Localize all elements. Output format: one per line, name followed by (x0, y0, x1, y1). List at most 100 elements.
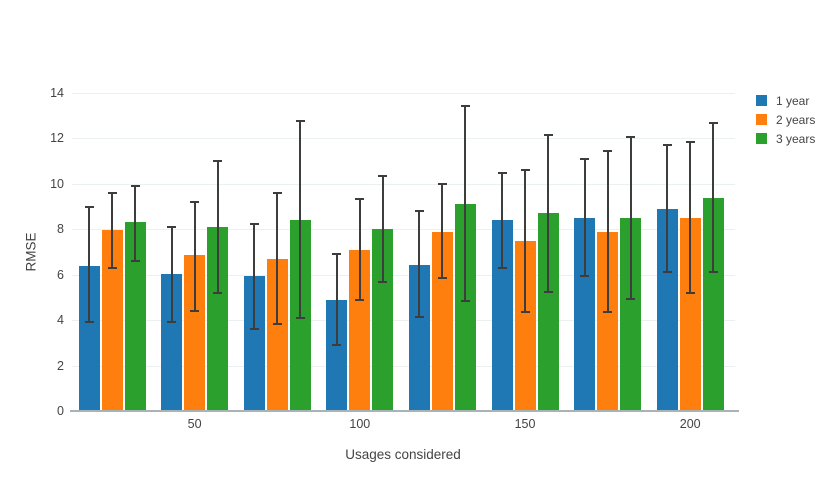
error-bar-cap-bottom (213, 291, 223, 294)
legend-swatch (756, 114, 767, 125)
error-bar-cap-bottom (84, 321, 94, 324)
error-bar-cap-top (130, 185, 140, 188)
error-bar-cap-bottom (378, 280, 388, 283)
error-bar-cap-bottom (332, 344, 342, 347)
bar[interactable] (372, 229, 394, 411)
y-tick-label: 6 (57, 267, 64, 282)
bar[interactable] (574, 217, 596, 411)
error-bar-cap-top (190, 201, 200, 204)
y-axis-title: RMSE (23, 232, 39, 272)
gridline (72, 320, 735, 322)
bar[interactable] (454, 204, 476, 411)
bar[interactable] (408, 264, 430, 411)
bar[interactable] (161, 273, 183, 411)
bar[interactable] (679, 217, 701, 411)
error-bar (216, 161, 219, 293)
error-bar (629, 137, 632, 299)
bar[interactable] (124, 222, 146, 411)
error-bar-cap-top (167, 226, 177, 229)
error-bar-cap-top (355, 197, 365, 200)
bar[interactable] (243, 275, 265, 411)
error-bar-cap-top (272, 191, 282, 194)
error-bar (418, 211, 421, 317)
error-bar-cap-top (107, 191, 117, 194)
bar[interactable] (537, 213, 559, 411)
error-bar (381, 175, 384, 282)
error-bar-cap-bottom (190, 310, 200, 313)
error-bar-cap-top (437, 182, 447, 185)
bar[interactable] (431, 231, 453, 411)
error-bar (547, 135, 549, 292)
error-bar-cap-top (580, 157, 590, 160)
error-bar (358, 198, 361, 300)
x-axis-line (70, 410, 739, 412)
bar[interactable] (184, 255, 206, 411)
gridline (72, 138, 735, 140)
error-bar-cap-top (543, 134, 553, 137)
legend-item-2-years[interactable]: 2 years (756, 110, 815, 129)
gridline (72, 93, 735, 94)
error-bar (441, 183, 444, 279)
x-tick-label: 50 (187, 417, 202, 431)
error-bar-cap-top (213, 160, 223, 163)
bar[interactable] (514, 240, 536, 411)
bar[interactable] (491, 220, 513, 411)
error-bar-cap-top (84, 205, 94, 208)
error-bar (335, 254, 338, 346)
gridline (72, 365, 735, 367)
error-bar (170, 227, 173, 323)
y-tick-label: 14 (50, 86, 64, 100)
error-bar-cap-top (460, 104, 470, 107)
y-tick-label: 8 (57, 222, 64, 237)
error-bar-cap-top (520, 169, 530, 172)
bar[interactable] (326, 299, 348, 411)
error-bar-cap-top (685, 140, 695, 143)
bar[interactable] (101, 230, 123, 411)
error-bar-cap-bottom (107, 266, 117, 269)
x-tick-label: 150 (514, 417, 536, 431)
bar[interactable] (620, 217, 642, 411)
error-bar-cap-top (708, 121, 718, 124)
y-tick-label: 12 (50, 131, 64, 146)
legend-label: 2 years (776, 112, 816, 127)
error-bar-cap-bottom (580, 274, 590, 277)
error-bar-cap-bottom (460, 299, 470, 302)
error-bar-cap-bottom (543, 290, 553, 293)
error-bar (501, 172, 503, 268)
error-bar-cap-bottom (662, 271, 672, 274)
error-bar (464, 105, 467, 301)
y-tick-label: 4 (57, 313, 64, 328)
legend-item-1-year[interactable]: 1 year (756, 91, 815, 110)
legend-item-3-years[interactable]: 3 years (756, 129, 815, 148)
bar[interactable] (597, 231, 619, 411)
gridline (72, 274, 735, 276)
error-bar (712, 122, 715, 273)
gridline (72, 229, 735, 231)
error-bar (111, 192, 113, 268)
error-bar-cap-top (626, 136, 636, 139)
error-bar-cap-top (603, 149, 613, 152)
error-bar-cap-bottom (603, 311, 613, 314)
legend-swatch (756, 95, 767, 106)
error-bar-cap-bottom (414, 315, 424, 318)
error-bar (666, 145, 669, 273)
bar[interactable] (207, 227, 229, 411)
legend-label: 3 years (776, 131, 816, 146)
error-bar (689, 141, 692, 293)
error-bar-cap-top (497, 171, 507, 174)
bar[interactable] (349, 249, 371, 411)
bar[interactable] (702, 197, 724, 411)
error-bar-cap-top (249, 222, 259, 225)
error-bar-cap-top (295, 120, 305, 123)
legend: 1 year 2 years 3 years (756, 91, 815, 148)
bar[interactable] (78, 265, 100, 411)
error-bar-cap-bottom (520, 311, 530, 314)
bar[interactable] (266, 258, 288, 411)
x-tick-label: 200 (679, 417, 701, 431)
y-tick-label: 2 (57, 358, 64, 373)
bar[interactable] (656, 208, 678, 411)
y-tick-label: 10 (50, 176, 64, 191)
error-bar-cap-bottom (295, 316, 305, 319)
error-bar-cap-bottom (167, 321, 177, 324)
